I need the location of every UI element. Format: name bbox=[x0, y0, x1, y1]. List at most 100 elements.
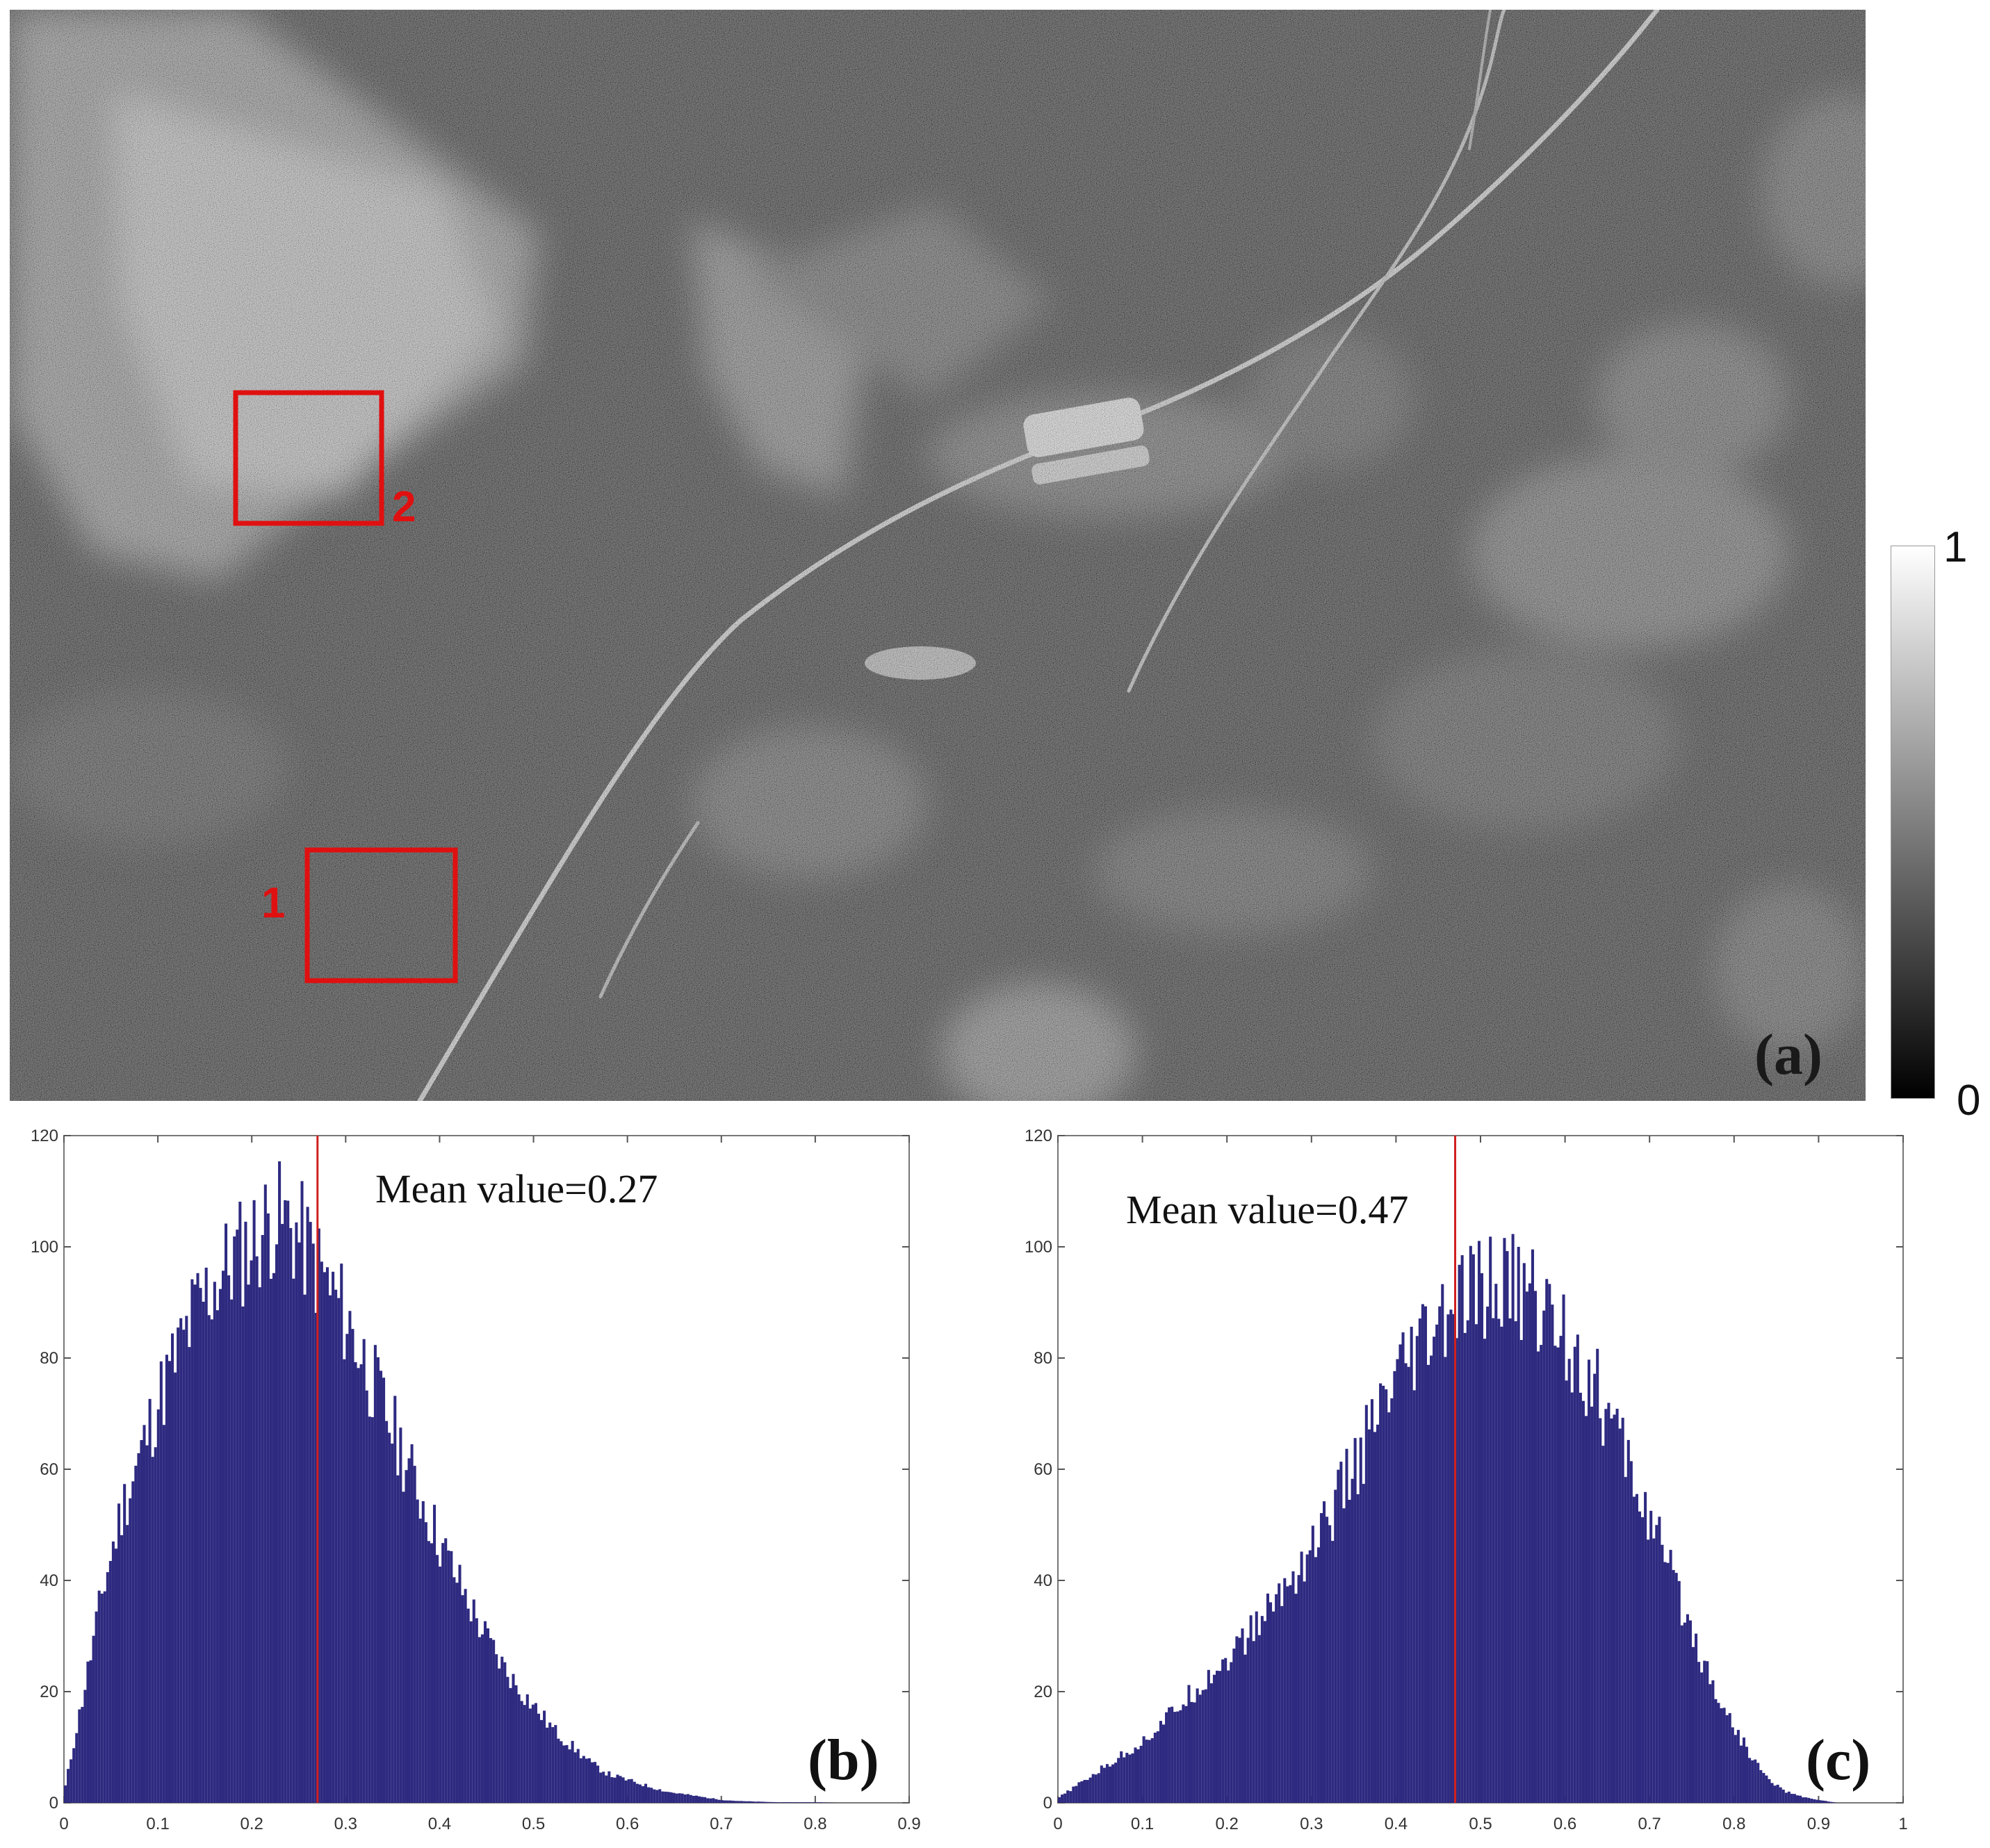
histogram-bar bbox=[261, 1234, 264, 1803]
histogram-bar bbox=[1477, 1241, 1481, 1803]
histogram-bar bbox=[289, 1227, 293, 1803]
histogram-bar bbox=[1117, 1758, 1120, 1803]
histogram-bar bbox=[694, 1795, 698, 1803]
histogram-bar bbox=[447, 1551, 450, 1803]
histogram-bar bbox=[760, 1801, 763, 1803]
histogram-bar bbox=[1799, 1795, 1802, 1803]
histogram-bar bbox=[1069, 1791, 1073, 1803]
histogram-bar bbox=[1573, 1346, 1576, 1803]
histogram-bar bbox=[1088, 1777, 1092, 1803]
histogram-bar bbox=[514, 1685, 518, 1803]
histogram-bar bbox=[1722, 1708, 1726, 1803]
histogram-bar bbox=[680, 1793, 684, 1803]
histogram-bar bbox=[528, 1708, 532, 1803]
histogram-bar bbox=[407, 1458, 411, 1803]
histogram-bar bbox=[1601, 1446, 1605, 1803]
histogram-bar bbox=[376, 1357, 380, 1803]
histogram-bar bbox=[250, 1260, 253, 1803]
histogram-bar bbox=[1463, 1332, 1467, 1803]
histogram-bar bbox=[1353, 1438, 1357, 1803]
histogram-bar bbox=[441, 1543, 445, 1803]
histogram-bar bbox=[495, 1654, 498, 1803]
histogram-bar bbox=[489, 1637, 493, 1803]
histogram-bar bbox=[263, 1184, 267, 1803]
histogram-bar bbox=[675, 1793, 678, 1803]
histogram-bar bbox=[546, 1727, 549, 1803]
histogram-bar bbox=[1776, 1784, 1779, 1803]
histogram-bar bbox=[1061, 1794, 1064, 1803]
histogram-bar bbox=[388, 1432, 391, 1803]
histogram-bar bbox=[1658, 1516, 1661, 1803]
histogram-bar bbox=[244, 1221, 247, 1803]
histogram-bar bbox=[292, 1278, 295, 1803]
histogram-bar bbox=[1077, 1782, 1081, 1803]
histogram-bar bbox=[1232, 1649, 1236, 1803]
histogram-bar bbox=[103, 1591, 106, 1803]
histogram-bar bbox=[1176, 1711, 1180, 1803]
histogram-bar bbox=[1514, 1321, 1517, 1803]
histogram-bar bbox=[1666, 1562, 1670, 1803]
x-tick-label: 0.1 bbox=[146, 1815, 169, 1833]
histogram-bar bbox=[1209, 1683, 1213, 1803]
histogram-bar bbox=[1756, 1763, 1760, 1803]
histogram-bar bbox=[1489, 1236, 1492, 1803]
histogram-bar bbox=[1348, 1499, 1351, 1803]
histogram-bar bbox=[108, 1560, 112, 1803]
histogram-bar bbox=[159, 1361, 163, 1803]
histogram-bar bbox=[745, 1801, 749, 1803]
histogram-bar bbox=[1305, 1554, 1309, 1803]
histogram-bar bbox=[1534, 1291, 1538, 1803]
histogram-bar bbox=[664, 1791, 667, 1803]
histogram-bar bbox=[1613, 1414, 1616, 1803]
histogram-bar bbox=[610, 1777, 614, 1803]
histogram-bar bbox=[1123, 1757, 1126, 1803]
histogram-bar bbox=[1159, 1721, 1162, 1803]
histogram-bar bbox=[498, 1668, 501, 1803]
y-tick-label: 40 bbox=[1034, 1571, 1052, 1590]
histogram-bar bbox=[596, 1765, 600, 1803]
histogram-bar bbox=[255, 1256, 259, 1803]
histogram-bar bbox=[602, 1772, 605, 1803]
histogram-bar bbox=[78, 1709, 81, 1803]
histogram-bar bbox=[737, 1801, 740, 1803]
histogram-bar bbox=[1246, 1637, 1250, 1803]
histogram-bar bbox=[1415, 1336, 1419, 1803]
histogram-bar bbox=[748, 1801, 752, 1803]
histogram-bar bbox=[686, 1794, 690, 1803]
histogram-bar bbox=[171, 1333, 174, 1803]
histogram-bar bbox=[100, 1593, 104, 1803]
histogram-bar bbox=[1779, 1787, 1782, 1803]
x-tick-label: 0.9 bbox=[1807, 1815, 1830, 1833]
histogram-bar bbox=[565, 1744, 569, 1803]
histogram-bar bbox=[1802, 1797, 1805, 1803]
histogram-bar bbox=[650, 1788, 653, 1803]
histogram-bar bbox=[703, 1797, 707, 1803]
y-tick-label: 20 bbox=[1034, 1683, 1052, 1701]
histogram-bar bbox=[174, 1372, 177, 1803]
histogram-bar bbox=[1294, 1594, 1298, 1803]
histogram-bar bbox=[1094, 1774, 1098, 1803]
histogram-bar bbox=[1198, 1694, 1202, 1803]
histogram-bar bbox=[1500, 1326, 1503, 1803]
histogram-bar bbox=[717, 1799, 721, 1803]
histogram-bar bbox=[701, 1797, 704, 1803]
histogram-bar bbox=[1703, 1660, 1706, 1803]
histogram-bar bbox=[1187, 1685, 1191, 1803]
histogram-bar bbox=[1813, 1799, 1816, 1803]
histogram-bar bbox=[332, 1271, 335, 1803]
histogram-bar bbox=[1593, 1373, 1597, 1803]
histogram-bar bbox=[1655, 1525, 1658, 1803]
histogram-bar bbox=[754, 1801, 758, 1803]
sar-image bbox=[10, 10, 1866, 1101]
histogram-bar bbox=[576, 1749, 580, 1803]
histogram-bar bbox=[1441, 1284, 1444, 1803]
histogram-bar bbox=[168, 1361, 172, 1803]
histogram-bar bbox=[1111, 1764, 1115, 1803]
histogram-bar bbox=[478, 1637, 481, 1803]
histogram-bar bbox=[413, 1466, 416, 1803]
histogram-bar bbox=[464, 1589, 467, 1803]
histogram-bar bbox=[207, 1315, 211, 1803]
histogram-bar bbox=[1765, 1775, 1768, 1803]
histogram-bar bbox=[1714, 1699, 1718, 1803]
histogram-bar bbox=[771, 1801, 774, 1803]
